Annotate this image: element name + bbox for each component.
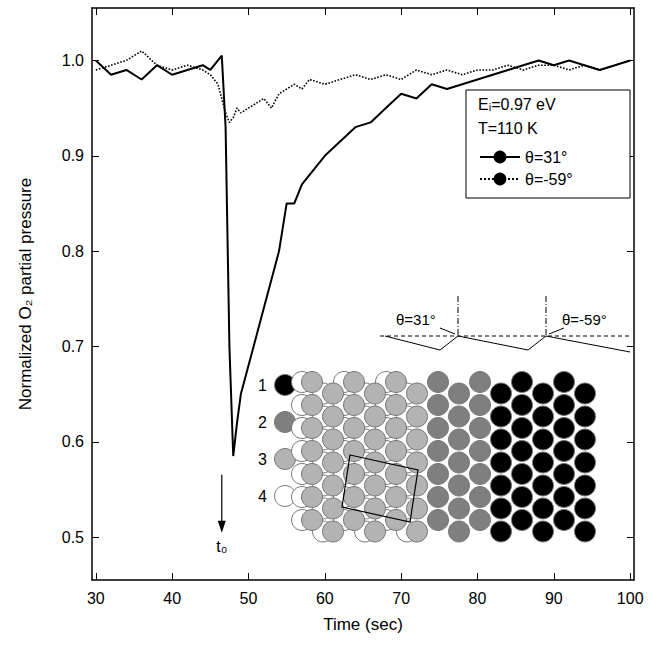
svg-text:50: 50 (240, 590, 258, 607)
svg-text:40: 40 (163, 590, 181, 607)
svg-text:90: 90 (545, 590, 563, 607)
svg-text:1.0: 1.0 (62, 52, 84, 69)
svg-text:80: 80 (469, 590, 487, 607)
svg-text:70: 70 (392, 590, 410, 607)
svg-text:2: 2 (258, 414, 267, 431)
svg-text:1: 1 (258, 377, 267, 394)
svg-text:3: 3 (258, 451, 267, 468)
svg-text:4: 4 (258, 488, 267, 505)
svg-text:T=110 K: T=110 K (478, 120, 538, 137)
svg-text:Time (sec): Time (sec) (323, 615, 403, 634)
svg-text:0.5: 0.5 (62, 529, 84, 546)
svg-text:0.7: 0.7 (62, 338, 84, 355)
svg-text:Eᵢ=0.97 eV: Eᵢ=0.97 eV (478, 96, 556, 113)
svg-text:t₀: t₀ (216, 538, 227, 555)
svg-text:0.8: 0.8 (62, 243, 84, 260)
svg-text:0.9: 0.9 (62, 147, 84, 164)
svg-text:30: 30 (87, 590, 105, 607)
svg-text:θ=-59°: θ=-59° (562, 311, 607, 328)
svg-text:θ=31°: θ=31° (525, 149, 567, 166)
svg-text:Normalized O₂ partial pressure: Normalized O₂ partial pressure (16, 178, 35, 410)
svg-text:θ=-59°: θ=-59° (525, 171, 573, 188)
svg-text:θ=31°: θ=31° (396, 311, 436, 328)
svg-text:60: 60 (316, 590, 334, 607)
svg-text:0.6: 0.6 (62, 433, 84, 450)
svg-text:100: 100 (617, 590, 644, 607)
